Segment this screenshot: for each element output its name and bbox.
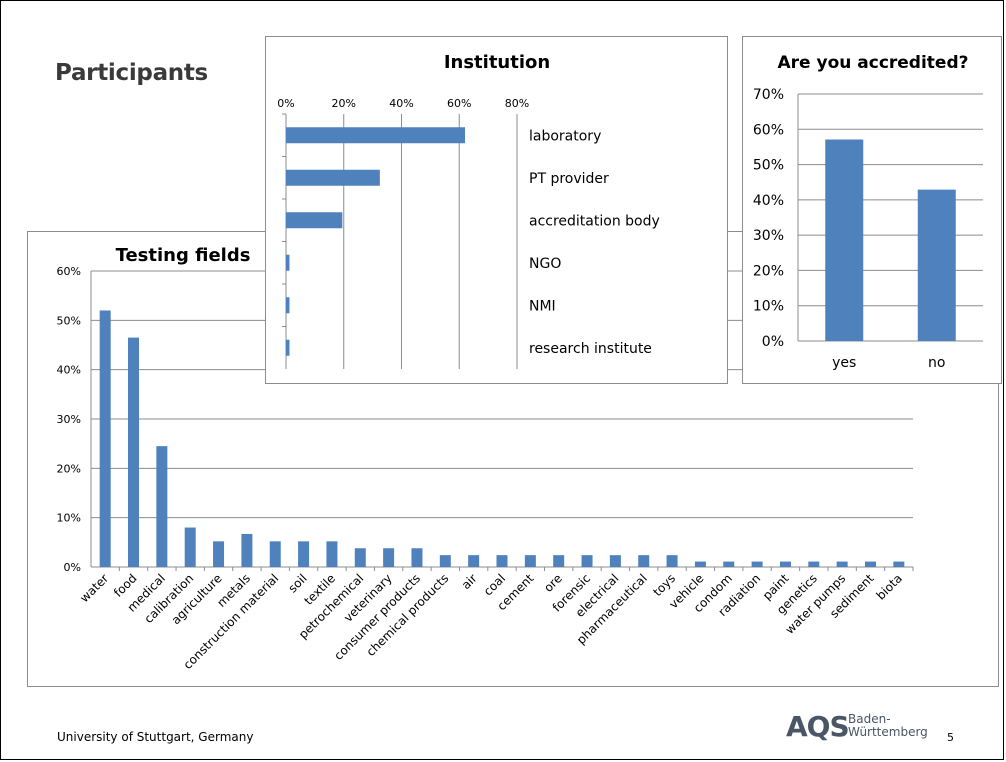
page-number: 5 — [947, 731, 954, 744]
bar — [286, 127, 466, 144]
bar — [496, 555, 508, 567]
bar — [269, 541, 281, 567]
bar — [864, 561, 876, 567]
y-tick-label: 0% — [762, 334, 784, 350]
y-tick-label: 50% — [753, 158, 784, 174]
bar — [836, 561, 848, 567]
accredited-svg: Are you accredited? 0% 10% 20% 30% 40% 50% 60% 7… — [753, 53, 983, 371]
bar — [917, 189, 956, 341]
bar — [609, 555, 621, 567]
x-tick-label: biota — [874, 571, 905, 602]
bar — [99, 310, 111, 567]
bar — [723, 561, 735, 567]
x-tick-label: no — [928, 355, 945, 371]
y-tick-label: 30% — [57, 413, 81, 426]
bar — [779, 561, 791, 567]
y-tick-label: 10% — [57, 512, 81, 525]
slide-title: Participants — [55, 60, 208, 86]
bar — [241, 533, 253, 567]
institution-svg: Institution 0% 20% 40% 60% 80% laboratory PT pr… — [277, 52, 660, 369]
bar — [468, 555, 480, 567]
bar — [156, 446, 168, 567]
chart-title: Institution — [444, 52, 550, 73]
bar — [439, 555, 451, 567]
y-tick-label: 40% — [753, 193, 784, 209]
y-tick-label: 20% — [753, 263, 784, 279]
x-tick-label: 80% — [505, 97, 529, 110]
y-tick-label: 70% — [753, 87, 784, 103]
bar — [286, 212, 343, 229]
x-tick-label: soil — [285, 571, 309, 595]
y-tick-label: 10% — [753, 299, 784, 315]
bar — [638, 555, 650, 567]
institution-chart: Institution 0% 20% 40% 60% 80% laboratory PT pr… — [265, 36, 728, 384]
bar — [383, 548, 395, 567]
bar — [354, 548, 366, 567]
x-tick-label: 20% — [332, 97, 356, 110]
y-tick-label: 30% — [753, 228, 784, 244]
x-tick-label: yes — [832, 355, 856, 371]
aqs-logo: AQS Baden- Württemberg — [786, 710, 936, 746]
bar — [286, 297, 290, 314]
category-label: research institute — [529, 341, 652, 357]
accredited-chart: Are you accredited? 0% 10% 20% 30% 40% 50% 60% 7… — [742, 36, 1002, 384]
bar — [298, 541, 310, 567]
y-tick-label: 20% — [57, 462, 81, 475]
category-label: laboratory — [529, 128, 601, 144]
x-tick-label: 60% — [447, 97, 471, 110]
bar — [286, 254, 290, 271]
bar — [326, 541, 338, 567]
x-tick-label: 0% — [277, 97, 294, 110]
chart-title: Testing fields — [116, 245, 251, 266]
bar — [694, 561, 706, 567]
bar — [184, 527, 196, 567]
bar — [666, 555, 678, 567]
category-label: PT provider — [529, 171, 609, 187]
footer-text: University of Stuttgart, Germany — [57, 730, 254, 744]
logo-mark: AQS — [786, 710, 850, 743]
category-label: NMI — [529, 298, 556, 314]
y-tick-label: 40% — [57, 364, 81, 377]
bar — [524, 555, 536, 567]
bar — [808, 561, 820, 567]
y-tick-label: 60% — [753, 122, 784, 138]
x-tick-label: ore — [541, 571, 565, 595]
bar — [286, 339, 290, 356]
logo-sub-line-2: Württemberg — [848, 725, 928, 739]
bar — [751, 561, 763, 567]
bar — [128, 337, 140, 567]
bar — [286, 169, 380, 186]
x-tick-label: air — [459, 571, 480, 592]
bar — [553, 555, 565, 567]
bar — [411, 548, 423, 567]
category-label: accreditation body — [529, 213, 660, 229]
y-tick-label: 50% — [57, 314, 81, 327]
bar — [825, 139, 864, 341]
y-tick-label: 60% — [57, 265, 81, 278]
x-tick-label: water — [77, 571, 111, 605]
chart-title: Are you accredited? — [778, 53, 969, 73]
category-label: NGO — [529, 256, 561, 272]
bar — [893, 561, 905, 567]
y-tick-label: 0% — [64, 561, 81, 574]
logo-sub-line-1: Baden- — [848, 712, 891, 726]
logo-subtitle: Baden- Württemberg — [848, 713, 928, 739]
bar — [213, 541, 225, 567]
bar — [581, 555, 593, 567]
x-tick-label: 40% — [389, 97, 413, 110]
